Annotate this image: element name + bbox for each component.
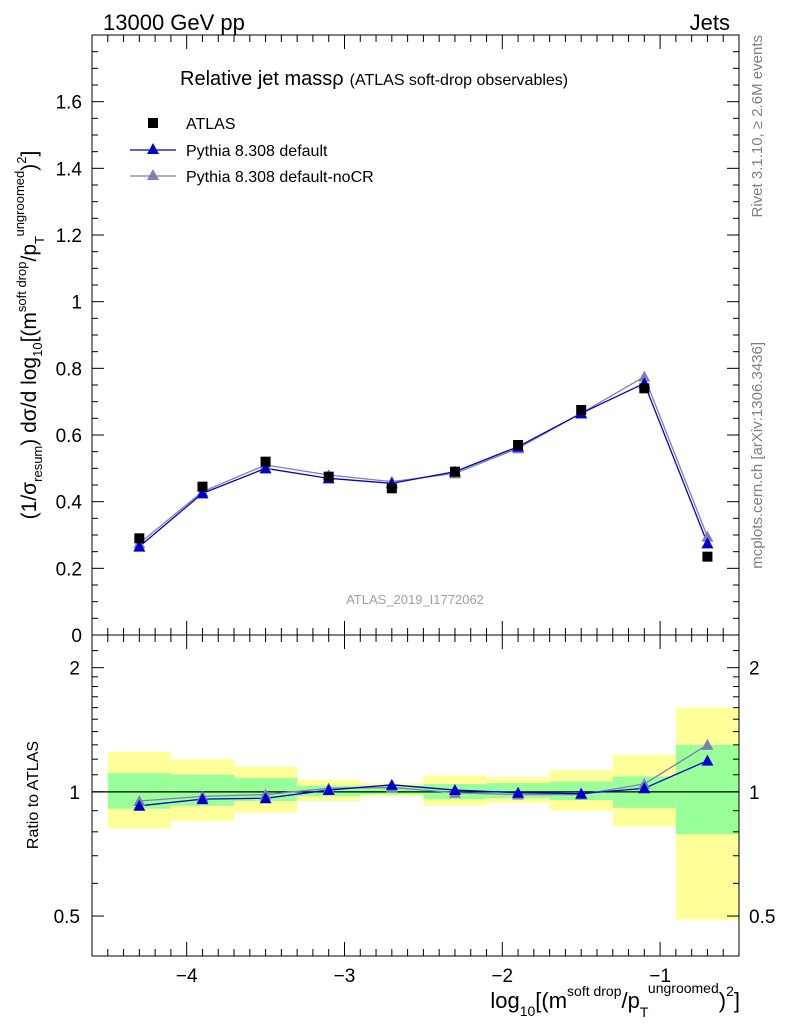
- xlabel-c-sub: T: [640, 1004, 649, 1020]
- ratio-xtick-label: −3: [334, 966, 356, 987]
- xlabel-d: ): [719, 988, 726, 1013]
- main-ylabel: (1/σresum) dσ/d log10[(msoft drop/pTungr…: [12, 151, 47, 520]
- ratio-series: [133, 738, 714, 811]
- ratio-xtick-label: −4: [176, 966, 198, 987]
- main-ytick-label: 0.8: [56, 359, 82, 380]
- ylabel-f: ]: [18, 151, 41, 157]
- legend-marker-pythia-nocr: [147, 169, 159, 180]
- ylabel-a-sub: resum: [30, 446, 45, 482]
- ylabel-c: [(m: [18, 312, 41, 342]
- ratio-series-marker: [701, 738, 714, 750]
- atlas-data-point: [197, 481, 208, 492]
- atlas-data-point: [260, 456, 271, 467]
- main-ytick-label: 1: [71, 293, 82, 314]
- main-series-marker: [638, 370, 651, 382]
- legend-label-pythia-nocr: Pythia 8.308 default-noCR: [186, 169, 374, 186]
- atlas-data-point: [513, 440, 524, 450]
- atlas-data-point: [576, 405, 587, 415]
- xlabel-b-sup: soft drop: [567, 983, 622, 999]
- main-y-ticks: 0 0.2 0.4 0.6 0.8 1 1.2 1.4 1.6: [56, 51, 739, 647]
- main-ytick-label: 1.2: [56, 226, 82, 247]
- main-series-marker: [259, 462, 272, 474]
- analysis-watermark: ATLAS_2019_I1772062: [346, 592, 484, 607]
- main-series-line: [138, 375, 709, 544]
- ratio-ytick-label-left: 2: [69, 659, 80, 680]
- xlabel-c-sup: ungroomed: [648, 980, 719, 996]
- rivet-info: Rivet 3.1.10, ≥ 2.6M events: [749, 35, 766, 218]
- atlas-data-point: [449, 466, 460, 477]
- main-series-marker: [701, 530, 714, 542]
- ylabel-a: (1/σ: [18, 482, 41, 520]
- legend-label-atlas: ATLAS: [186, 116, 236, 133]
- plot-title: Relative jet massρ (ATLAS soft-drop obser…: [180, 68, 568, 90]
- atlas-data-point: [702, 551, 713, 562]
- main-series: [133, 370, 714, 562]
- header-energy: 13000 GeV pp: [103, 10, 245, 35]
- main-series-marker: [701, 537, 714, 549]
- plot-title-main: Relative jet massρ: [180, 68, 344, 90]
- atlas-data-point: [386, 483, 397, 494]
- legend-marker-pythia-default: [147, 143, 159, 154]
- ratio-series-marker: [448, 784, 461, 796]
- xlabel-a-sub: 10: [520, 1003, 536, 1019]
- header-category: Jets: [690, 10, 730, 35]
- ratio-ytick-label-left: 1: [69, 783, 80, 804]
- xlabel-a: log: [490, 988, 519, 1013]
- xlabel-e: ]: [734, 988, 740, 1013]
- xlabel-b: [(m: [535, 988, 567, 1013]
- atlas-data-point: [639, 383, 650, 394]
- ratio-series-marker: [385, 778, 398, 790]
- ratio-series-marker: [701, 754, 714, 766]
- main-ytick-label: 0.2: [56, 559, 82, 580]
- ylabel-d-sup: ungroomed: [12, 171, 27, 237]
- main-ytick-label: 1.6: [56, 93, 82, 114]
- ratio-y-ticks: 0.5 0.5 1 1 2 2: [54, 650, 775, 928]
- ylabel-d: /p: [18, 244, 41, 262]
- ylabel-d-sub: T: [32, 236, 47, 244]
- atlas-data-point: [134, 533, 145, 544]
- ratio-ytick-label-right: 0.5: [749, 907, 775, 928]
- main-ytick-label: 0: [71, 626, 82, 647]
- ratio-series-line: [139, 744, 708, 802]
- ratio-ytick-label-right: 2: [749, 659, 760, 680]
- ratio-x-ticks: −4 −3 −2 −1: [107, 635, 740, 987]
- ratio-series-marker: [322, 784, 335, 796]
- xlabel-d-sup: 2: [726, 983, 734, 999]
- ratio-series-marker: [512, 786, 525, 798]
- ylabel-b: ) dσ/d log: [18, 357, 41, 446]
- ratio-xtick-label: −1: [649, 966, 671, 987]
- main-ytick-label: 0.6: [56, 426, 82, 447]
- main-series-marker: [133, 540, 146, 552]
- ylabel-e: ): [18, 164, 41, 171]
- legend-marker-atlas: [148, 118, 158, 128]
- ratio-series-marker: [638, 782, 651, 794]
- main-series-line: [138, 382, 709, 548]
- plot-title-sub: (ATLAS soft-drop observables): [350, 72, 568, 89]
- mcplots-info: mcplots.cern.ch [arXiv:1306.3436]: [749, 342, 766, 569]
- main-x-ticks: [107, 35, 740, 635]
- ratio-series-marker: [259, 792, 272, 804]
- xlabel-c: /p: [622, 988, 640, 1013]
- ratio-series-line: [139, 760, 708, 807]
- legend: ATLAS Pythia 8.308 default Pythia 8.308 …: [130, 116, 374, 186]
- ratio-xtick-label: −2: [491, 966, 513, 987]
- ylabel-b-sub: 10: [30, 342, 45, 356]
- ratio-ytick-label-left: 0.5: [54, 907, 80, 928]
- legend-label-pythia-default: Pythia 8.308 default: [186, 143, 328, 160]
- ratio-series-marker: [196, 793, 209, 805]
- ratio-ytick-label-right: 1: [749, 783, 760, 804]
- main-ytick-label: 0.4: [56, 493, 83, 514]
- atlas-data-point: [323, 471, 334, 482]
- ylabel-c-sup: soft drop: [14, 262, 29, 313]
- ratio-series-marker: [575, 787, 588, 799]
- ylabel-e-sup: 2: [14, 157, 29, 164]
- main-ytick-label: 1.4: [56, 159, 83, 180]
- x-axis-label: log10[(msoft drop/pTungroomed)2]: [490, 980, 740, 1020]
- ratio-ylabel: Ratio to ATLAS: [25, 741, 42, 849]
- ratio-plot-frame: [91, 634, 740, 957]
- main-series-marker: [196, 487, 209, 499]
- ratio-series-marker: [133, 799, 146, 811]
- ratio-bands: [92, 707, 739, 920]
